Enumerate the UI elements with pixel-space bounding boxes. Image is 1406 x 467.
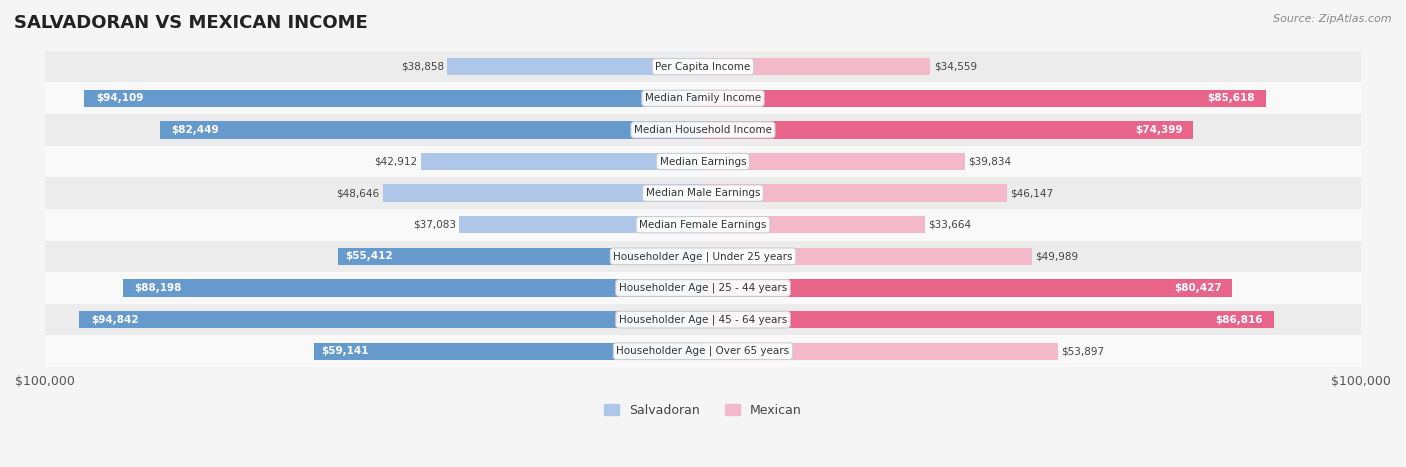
Text: Householder Age | 25 - 44 years: Householder Age | 25 - 44 years <box>619 283 787 293</box>
Legend: Salvadoran, Mexican: Salvadoran, Mexican <box>599 399 807 422</box>
Bar <box>122 279 703 297</box>
Bar <box>45 304 1361 335</box>
Bar <box>79 311 703 328</box>
Bar <box>420 153 703 170</box>
Text: $42,912: $42,912 <box>374 156 418 167</box>
Text: $82,449: $82,449 <box>172 125 219 135</box>
Bar <box>45 272 1361 304</box>
Bar <box>703 248 1032 265</box>
Text: Source: ZipAtlas.com: Source: ZipAtlas.com <box>1274 14 1392 24</box>
Text: $49,989: $49,989 <box>1035 251 1078 262</box>
Bar <box>45 114 1361 146</box>
Bar <box>160 121 703 139</box>
Text: SALVADORAN VS MEXICAN INCOME: SALVADORAN VS MEXICAN INCOME <box>14 14 368 32</box>
Text: $94,109: $94,109 <box>96 93 143 103</box>
Text: Median Family Income: Median Family Income <box>645 93 761 103</box>
Text: $46,147: $46,147 <box>1010 188 1053 198</box>
Bar <box>703 311 1274 328</box>
Text: Householder Age | Under 25 years: Householder Age | Under 25 years <box>613 251 793 262</box>
Text: Householder Age | Over 65 years: Householder Age | Over 65 years <box>616 346 790 356</box>
Bar <box>45 209 1361 241</box>
Text: $80,427: $80,427 <box>1174 283 1222 293</box>
Bar <box>339 248 703 265</box>
Bar <box>45 241 1361 272</box>
Text: $37,083: $37,083 <box>413 220 456 230</box>
Text: Per Capita Income: Per Capita Income <box>655 62 751 71</box>
Bar <box>458 216 703 234</box>
Text: Householder Age | 45 - 64 years: Householder Age | 45 - 64 years <box>619 314 787 325</box>
Text: $59,141: $59,141 <box>322 346 370 356</box>
Text: Median Male Earnings: Median Male Earnings <box>645 188 761 198</box>
Text: $94,842: $94,842 <box>91 315 139 325</box>
Bar <box>45 177 1361 209</box>
Text: $88,198: $88,198 <box>134 283 181 293</box>
Text: $48,646: $48,646 <box>336 188 380 198</box>
Bar <box>314 342 703 360</box>
Bar <box>84 90 703 107</box>
Bar <box>703 279 1232 297</box>
Bar <box>45 51 1361 83</box>
Text: $85,618: $85,618 <box>1208 93 1256 103</box>
Bar <box>703 342 1057 360</box>
Text: Median Earnings: Median Earnings <box>659 156 747 167</box>
Bar <box>703 90 1267 107</box>
Text: $55,412: $55,412 <box>346 251 394 262</box>
Bar <box>703 216 925 234</box>
Text: $38,858: $38,858 <box>401 62 444 71</box>
Text: Median Household Income: Median Household Income <box>634 125 772 135</box>
Bar <box>703 153 965 170</box>
Bar <box>703 121 1192 139</box>
Text: $86,816: $86,816 <box>1215 315 1263 325</box>
Text: $74,399: $74,399 <box>1135 125 1182 135</box>
Bar <box>45 335 1361 367</box>
Bar <box>382 184 703 202</box>
Bar <box>447 58 703 75</box>
Bar <box>45 83 1361 114</box>
Text: $39,834: $39,834 <box>969 156 1011 167</box>
Bar <box>45 146 1361 177</box>
Text: $34,559: $34,559 <box>934 62 977 71</box>
Text: $53,897: $53,897 <box>1062 346 1104 356</box>
Text: Median Female Earnings: Median Female Earnings <box>640 220 766 230</box>
Text: $33,664: $33,664 <box>928 220 972 230</box>
Bar <box>703 184 1007 202</box>
Bar <box>703 58 931 75</box>
